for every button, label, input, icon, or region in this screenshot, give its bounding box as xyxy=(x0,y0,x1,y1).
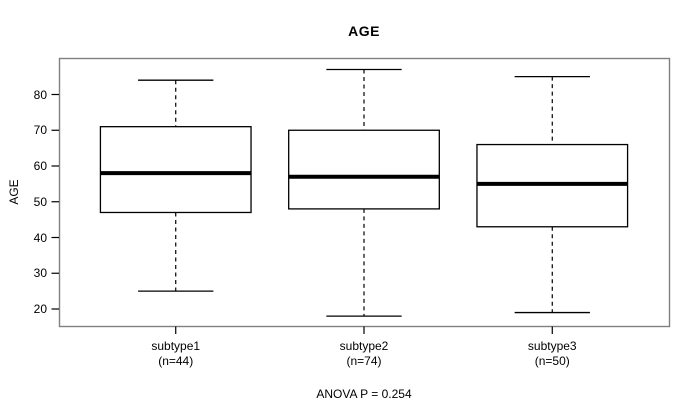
category-count: (n=50) xyxy=(534,353,570,368)
y-tick-label: 60 xyxy=(33,159,47,173)
y-tick-label: 30 xyxy=(33,266,47,281)
category-name: subtype1 xyxy=(151,339,201,353)
category-count: (n=44) xyxy=(158,353,194,368)
category-label-subtype2: subtype2 (n=74) xyxy=(294,339,434,368)
category-name: subtype2 xyxy=(339,339,389,353)
anova-annotation: ANOVA P = 0.254 xyxy=(316,387,412,400)
category-label-subtype1: subtype1 (n=44) xyxy=(106,339,246,368)
y-tick-label: 70 xyxy=(33,123,47,138)
y-tick-label: 20 xyxy=(33,302,47,316)
iqr-box-subtype2 xyxy=(288,129,440,210)
category-label-subtype3: subtype3 (n=50) xyxy=(482,339,622,368)
y-tick-label: 80 xyxy=(33,87,47,102)
iqr-box-subtype1 xyxy=(99,126,252,214)
y-tick-label: 40 xyxy=(33,230,47,245)
chart-title: AGE xyxy=(348,23,380,39)
category-count: (n=74) xyxy=(346,353,382,368)
y-tick-label: 50 xyxy=(33,194,47,209)
category-name: subtype3 xyxy=(527,339,577,353)
